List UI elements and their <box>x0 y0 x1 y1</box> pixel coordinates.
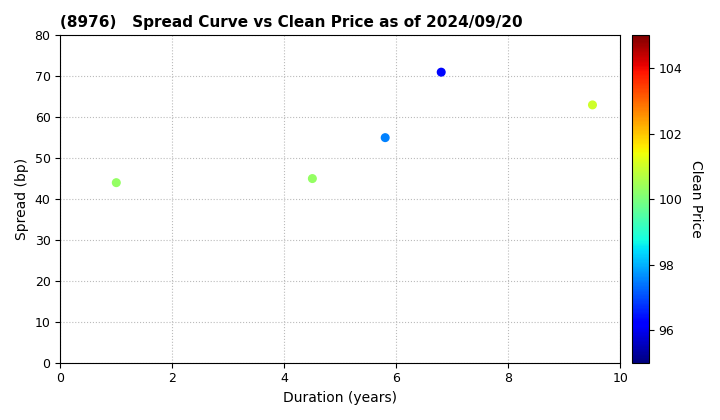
Y-axis label: Spread (bp): Spread (bp) <box>15 158 29 240</box>
Point <box>307 175 318 182</box>
Point <box>379 134 391 141</box>
Y-axis label: Clean Price: Clean Price <box>689 160 703 238</box>
Point <box>587 102 598 108</box>
Text: (8976)   Spread Curve vs Clean Price as of 2024/09/20: (8976) Spread Curve vs Clean Price as of… <box>60 15 523 30</box>
Point <box>111 179 122 186</box>
X-axis label: Duration (years): Duration (years) <box>284 391 397 405</box>
Point <box>436 69 447 76</box>
